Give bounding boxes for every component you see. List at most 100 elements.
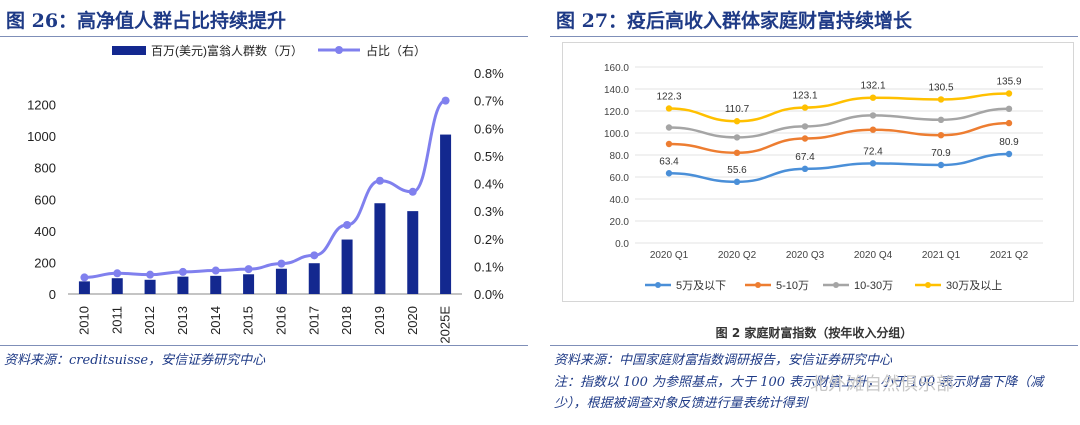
right-legend: 5万及以下 5-10万 10-30万 30万及以上 [645, 279, 1002, 292]
bar-2014 [210, 275, 222, 294]
y-tick-label: 80.0 [610, 151, 630, 162]
share-point-2018 [343, 220, 352, 229]
data-label: 110.7 [725, 104, 750, 115]
right-y-tick-label: 0.2% [474, 232, 504, 247]
series-point-30万及以上 [937, 96, 945, 103]
left-y-tick-label: 600 [34, 192, 56, 207]
data-label: 70.9 [931, 148, 951, 159]
y-tick-label: 100.0 [604, 129, 629, 140]
right-source: 资料来源：中国家庭财富指数调研报告，安信证券研究中心 [554, 353, 893, 368]
share-point-2014 [211, 266, 220, 275]
legend-marker-5万及以下 [655, 282, 661, 288]
right-note: 注：指数以 100 为参照基点，大于 100 表示财富上升，小于 100 表示财… [554, 375, 1044, 411]
x-tick-label: 2010 [76, 306, 91, 335]
series-line-10-30万 [668, 107, 1010, 139]
left-y-tick-label: 1200 [27, 98, 56, 113]
share-point-2016 [277, 259, 286, 268]
series-point-5-10万 [869, 126, 877, 133]
x-tick-label: 2021 Q1 [922, 250, 961, 261]
y-tick-label: 140.0 [604, 85, 629, 96]
share-point-2015 [244, 265, 253, 274]
data-label: 63.4 [659, 156, 679, 167]
y-tick-label: 0.0 [615, 239, 629, 250]
x-tick-label: 2019 [372, 306, 387, 335]
bar-2018 [341, 239, 353, 294]
x-tick-label: 2015 [241, 306, 256, 335]
legend-label-10-30万: 10-30万 [854, 280, 893, 292]
series-point-30万及以上 [869, 94, 877, 101]
left-y-tick-label: 1000 [27, 129, 56, 144]
left-figure-title: 图 26：高净值人群占比持续提升 [6, 10, 287, 32]
left-figure-panel: 图 26：高净值人群占比持续提升 百万(美元)富翁人群数（万） 占比（右） 0 200… [0, 0, 530, 425]
x-tick-label: 2020 Q4 [854, 250, 893, 261]
series-point-10-30万 [1005, 105, 1013, 112]
x-tick-label: 2017 [306, 306, 321, 335]
bar-2010 [78, 281, 90, 294]
data-label: 55.6 [727, 165, 747, 176]
share-point-2010 [80, 273, 89, 282]
data-label: 132.1 [860, 81, 885, 92]
y-tick-label: 160.0 [604, 63, 629, 74]
legend-line-label: 占比（右） [366, 43, 426, 58]
x-tick-label: 2016 [273, 306, 288, 335]
watermark-text: 北外滩自然俱乐部 [810, 374, 954, 395]
y-tick-label: 60.0 [610, 173, 630, 184]
x-tick-label: 2011 [109, 306, 124, 334]
legend-bar-swatch [112, 46, 146, 55]
series-point-5万及以下 [869, 160, 877, 167]
series-point-30万及以上 [733, 118, 741, 125]
y-tick-label: 20.0 [610, 217, 630, 228]
x-tick-label: 2014 [208, 306, 223, 335]
left-y-tick-label: 400 [34, 224, 56, 239]
right-chart-frame: 0.0 20.0 40.0 60.0 80.0 100.0 120.0 140.0 160.0 6… [562, 42, 1074, 302]
series-point-30万及以上 [665, 105, 673, 112]
bar-2019 [374, 203, 386, 294]
series-line-30万及以上 [668, 92, 1010, 123]
series-point-5-10万 [665, 140, 673, 148]
left-source: 资料来源：creditsuisse，安信证券研究中心 [4, 353, 266, 368]
x-tick-label: 2020 Q1 [650, 250, 689, 261]
x-tick-label: 2020 [405, 306, 420, 335]
legend-marker-10-30万 [833, 282, 839, 288]
right-y-tick-label: 0.3% [474, 204, 504, 219]
series-point-10-30万 [665, 124, 673, 131]
data-label: 135.9 [996, 77, 1021, 88]
data-label: 72.4 [863, 146, 883, 157]
series-point-5-10万 [937, 132, 945, 139]
share-point-2025E [441, 96, 450, 105]
left-source-rule [0, 345, 528, 346]
x-tick-label: 2020 Q2 [718, 250, 757, 261]
right-source-rule [550, 345, 1078, 346]
x-tick-label: 2013 [175, 306, 190, 335]
data-label: 123.1 [792, 91, 817, 102]
series-point-5-10万 [1005, 119, 1013, 127]
right-y-tick-label: 0.5% [474, 149, 504, 164]
series-line-5万及以下 [668, 152, 1010, 184]
series-point-5万及以下 [733, 178, 741, 186]
legend-marker-30万及以上 [925, 282, 931, 288]
legend-label-5-10万: 5-10万 [776, 280, 809, 292]
bar-2012 [144, 279, 156, 294]
share-point-2017 [310, 251, 319, 260]
left-chart: 百万(美元)富翁人群数（万） 占比（右） 0 200 400 600 800 1000 1200… [27, 43, 504, 343]
legend-label-30万及以上: 30万及以上 [946, 279, 1002, 292]
x-tick-label: 2025E [438, 306, 453, 343]
left-y-tick-label: 800 [34, 161, 56, 176]
data-label: 130.5 [928, 82, 953, 93]
series-point-5万及以下 [801, 165, 809, 173]
right-y-tick-label: 0.8% [474, 66, 504, 81]
series-point-5-10万 [733, 149, 741, 156]
right-y-tick-label: 0.6% [474, 121, 504, 136]
bar-2011 [111, 278, 123, 294]
series-point-5-10万 [801, 135, 809, 142]
legend-line-marker [335, 46, 343, 54]
share-point-2020 [408, 187, 417, 196]
bar-2017 [308, 263, 320, 294]
x-tick-label: 2018 [339, 306, 354, 335]
series-point-30万及以上 [1005, 90, 1013, 97]
right-chart: 0.0 20.0 40.0 60.0 80.0 100.0 120.0 140.0 160.0 6… [604, 63, 1043, 292]
series-point-5万及以下 [665, 170, 673, 177]
y-tick-label: 40.0 [610, 195, 630, 206]
share-point-2013 [178, 267, 187, 276]
x-tick-label: 2021 Q2 [990, 250, 1029, 261]
